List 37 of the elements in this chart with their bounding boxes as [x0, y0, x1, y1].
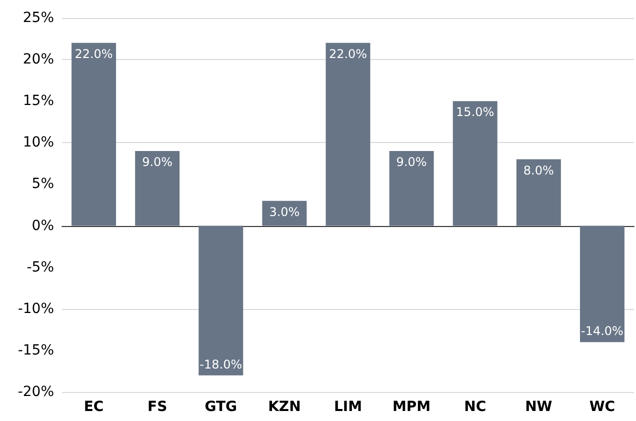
data-label: -18.0% [200, 357, 242, 372]
bar [580, 226, 624, 342]
bar [135, 150, 180, 226]
x-tick-label: NW [525, 399, 552, 415]
y-tick-label: 10% [22, 134, 54, 151]
y-tick-label: 0% [32, 218, 54, 234]
y-tick-label: 25% [22, 10, 54, 26]
y-tick-label: -20% [18, 384, 54, 400]
y-tick-label: -15% [18, 342, 54, 358]
x-tick-label: NC [464, 399, 486, 415]
data-label: 22.0% [328, 46, 368, 61]
data-label: 9.0% [396, 154, 427, 169]
y-tick-label: -10% [18, 300, 54, 317]
bar [326, 42, 370, 226]
x-tick-label: GTG [204, 399, 238, 415]
x-tick-label: LIM [334, 399, 362, 415]
data-label: 15.0% [456, 105, 494, 120]
data-label: 22.0% [74, 46, 113, 61]
x-tick-label: WC [589, 399, 616, 415]
data-label: 9.0% [142, 154, 173, 169]
y-tick-label: -5% [26, 259, 54, 276]
y-tick-label: 20% [22, 52, 54, 68]
x-tick-label: KZN [268, 399, 301, 415]
data-label: 8.0% [523, 163, 554, 178]
x-tick-label: MPM [392, 399, 431, 415]
bar [262, 200, 307, 226]
y-tick-label: 15% [22, 93, 54, 110]
bar [452, 101, 498, 226]
bar [198, 226, 244, 376]
x-tick-label: FS [148, 399, 168, 415]
bar [389, 150, 434, 226]
bar [72, 42, 116, 226]
data-label: -14.0% [580, 324, 624, 338]
data-label: 3.0% [269, 204, 300, 219]
bar [516, 159, 561, 226]
y-tick-label: 5% [32, 176, 54, 192]
x-tick-label: EC [84, 399, 104, 415]
